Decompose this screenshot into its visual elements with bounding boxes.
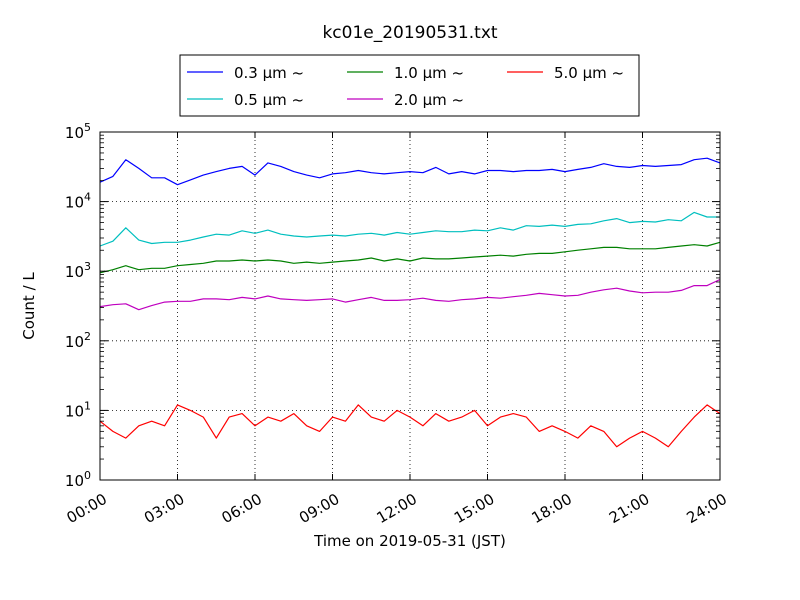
series-line-0 (99, 157, 721, 186)
series-line-4 (99, 404, 721, 448)
legend-box (179, 54, 640, 117)
legend-label-0: 0.3 μm ~ (234, 64, 304, 82)
ticks (99, 131, 721, 481)
series-line-2 (99, 241, 721, 274)
x-axis-label: Time on 2019-05-31 (JST) (313, 532, 506, 550)
legend-label-1: 0.5 μm ~ (234, 91, 304, 109)
series-line-1 (99, 211, 720, 247)
legend-label-3: 2.0 μm ~ (394, 91, 464, 109)
y-tick-label: 100 (65, 469, 91, 490)
legend: 0.3 μm ~ 0.5 μm ~ 1.0 μm ~ 2.0 μm ~ 5.0 μm ~ (179, 54, 640, 117)
y-tick-label: 105 (65, 121, 91, 142)
legend-label-4: 5.0 μm ~ (554, 64, 624, 82)
chart-title: kc01e_20190531.txt (322, 23, 497, 43)
y-tick-label: 103 (65, 260, 91, 281)
y-tick-labels: 100 101 102 103 104 105 (65, 121, 91, 490)
grid (100, 132, 720, 480)
series-layer (99, 157, 721, 448)
series-line-3 (99, 278, 721, 311)
y-tick-label: 101 (65, 399, 91, 420)
y-tick-label: 104 (65, 191, 91, 212)
legend-label-2: 1.0 μm ~ (394, 64, 464, 82)
y-axis-label: Count / L (20, 272, 38, 340)
y-tick-label: 102 (65, 330, 91, 351)
